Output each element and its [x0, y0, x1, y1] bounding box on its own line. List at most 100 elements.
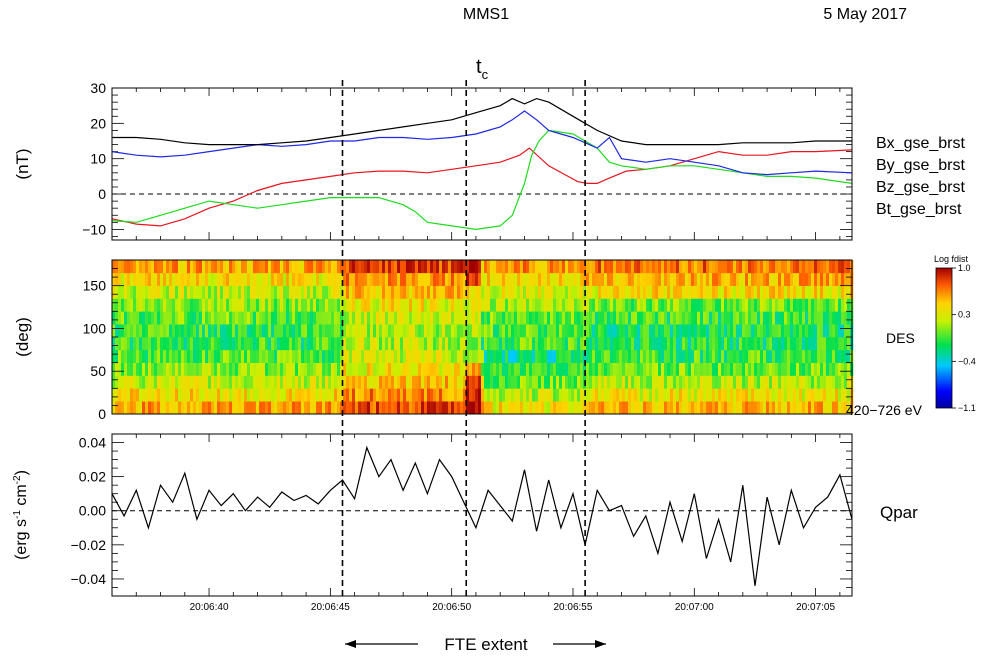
heatmap-cell	[202, 401, 206, 415]
heatmap-cell	[376, 311, 380, 325]
heatmap-cell	[112, 388, 116, 402]
heatmap-cell	[535, 337, 539, 351]
heatmap-cell	[436, 260, 440, 274]
heatmap-cell	[205, 260, 209, 274]
heatmap-cell	[535, 298, 539, 312]
heatmap-cell	[481, 324, 485, 338]
heatmap-cell	[313, 375, 317, 389]
heatmap-cell	[193, 362, 197, 376]
spacecraft-label: MMS1	[463, 6, 509, 23]
heatmap-cell	[220, 298, 224, 312]
heatmap-cell	[331, 401, 335, 415]
heatmap-cell	[376, 349, 380, 363]
heatmap-cell	[208, 401, 212, 415]
heatmap-cell	[589, 285, 593, 299]
heatmap-cell	[592, 375, 596, 389]
heatmap-cell	[730, 298, 734, 312]
heatmap-cell	[247, 285, 251, 299]
heatmap-cell	[397, 311, 401, 325]
heatmap-cell	[211, 375, 215, 389]
heatmap-cell	[703, 324, 707, 338]
heatmap-cell	[151, 375, 155, 389]
heatmap-cell	[475, 311, 479, 325]
legend-bx: Bx_gse_brst	[876, 135, 965, 152]
heatmap-cell	[628, 324, 632, 338]
heatmap-cell	[418, 362, 422, 376]
heatmap-cell	[766, 324, 770, 338]
heatmap-cell	[379, 272, 383, 286]
heatmap-cell	[820, 349, 824, 363]
heatmap-cell	[715, 362, 719, 376]
heatmap-cell	[757, 375, 761, 389]
heatmap-cell	[724, 349, 728, 363]
heatmap-cell	[244, 260, 248, 274]
heatmap-cell	[124, 285, 128, 299]
heatmap-cell	[373, 362, 377, 376]
heatmap-cell	[595, 285, 599, 299]
heatmap-cell	[796, 362, 800, 376]
heatmap-cell	[727, 337, 731, 351]
heatmap-cell	[325, 401, 329, 415]
heatmap-cell	[436, 401, 440, 415]
series-Bz_gse_brst	[112, 110, 852, 176]
heatmap-cell	[118, 285, 122, 299]
heatmap-cell	[796, 260, 800, 274]
heatmap-cell	[406, 311, 410, 325]
heatmap-cell	[442, 260, 446, 274]
heatmap-cell	[742, 401, 746, 415]
heatmap-cell	[250, 375, 254, 389]
heatmap-cell	[703, 272, 707, 286]
heatmap-cell	[586, 285, 590, 299]
heatmap-cell	[811, 337, 815, 351]
heatmap-cell	[469, 324, 473, 338]
heatmap-cell	[310, 298, 314, 312]
heatmap-cell	[235, 311, 239, 325]
heatmap-cell	[808, 401, 812, 415]
heatmap-cell	[160, 388, 164, 402]
heatmap-cell	[595, 260, 599, 274]
heatmap-cell	[289, 401, 293, 415]
heatmap-cell	[730, 375, 734, 389]
heatmap-cell	[157, 362, 161, 376]
heatmap-cell	[499, 324, 503, 338]
heatmap-cell	[697, 401, 701, 415]
heatmap-cell	[319, 285, 323, 299]
heatmap-cell	[385, 375, 389, 389]
heatmap-cell	[442, 285, 446, 299]
heatmap-cell	[577, 298, 581, 312]
heatmap-cell	[805, 375, 809, 389]
heatmap-cell	[514, 285, 518, 299]
heatmap-cell	[844, 311, 848, 325]
heatmap-cell	[790, 401, 794, 415]
heatmap-cell	[688, 272, 692, 286]
heatmap-cell	[727, 401, 731, 415]
heatmap-cell	[244, 375, 248, 389]
heatmap-cell	[844, 324, 848, 338]
heatmap-cell	[499, 272, 503, 286]
heatmap-cell	[232, 337, 236, 351]
heatmap-cell	[196, 298, 200, 312]
heatmap-cell	[409, 311, 413, 325]
heatmap-cell	[781, 375, 785, 389]
heatmap-cell	[193, 337, 197, 351]
heatmap-cell	[703, 401, 707, 415]
heatmap-cell	[520, 375, 524, 389]
heatmap-cell	[214, 298, 218, 312]
heatmap-cell	[412, 311, 416, 325]
heatmap-cell	[277, 260, 281, 274]
heatmap-cell	[742, 285, 746, 299]
heatmap-cell	[205, 285, 209, 299]
heatmap-cell	[598, 362, 602, 376]
heatmap-cell	[628, 388, 632, 402]
heatmap-cell	[760, 401, 764, 415]
heatmap-cell	[460, 375, 464, 389]
heatmap-cell	[298, 388, 302, 402]
heatmap-cell	[499, 260, 503, 274]
heatmap-cell	[724, 362, 728, 376]
heatmap-cell	[385, 362, 389, 376]
heatmap-cell	[664, 298, 668, 312]
heatmap-cell	[346, 298, 350, 312]
heatmap-cell	[286, 260, 290, 274]
heatmap-cell	[328, 324, 332, 338]
